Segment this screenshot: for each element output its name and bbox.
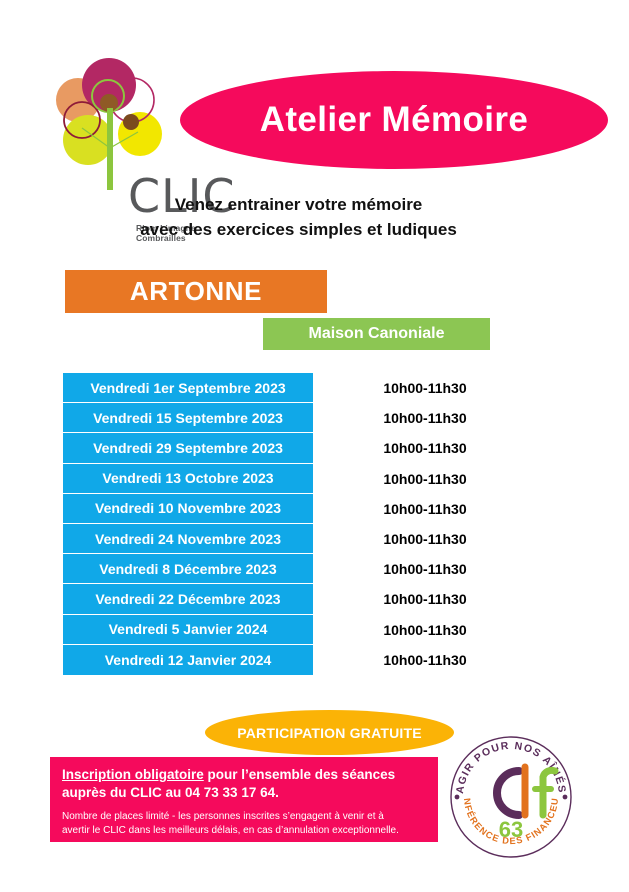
session-time: 10h00-11h30 xyxy=(383,410,467,427)
session-date: Vendredi 5 Janvier 2024 xyxy=(63,614,313,645)
subtitle-line-2: avec des exercices simples et ludiques xyxy=(140,220,457,239)
session-row: Vendredi 8 Décembre 2023 10h00-11h30 xyxy=(63,554,515,585)
clic-wordmark: CLIC xyxy=(128,169,236,223)
session-time: 10h00-11h30 xyxy=(383,531,467,548)
session-time: 10h00-11h30 xyxy=(383,500,467,517)
session-date: Vendredi 29 Septembre 2023 xyxy=(63,433,313,464)
subtitle: Venez entrainer votre mémoire avec des e… xyxy=(0,192,597,242)
registration-phone-line: auprès du CLIC au 04 73 33 17 64. xyxy=(62,785,279,800)
session-date: Vendredi 22 Décembre 2023 xyxy=(63,584,313,615)
subtitle-line-1: Venez entrainer votre mémoire xyxy=(174,195,423,214)
free-participation-badge: PARTICIPATION GRATUITE xyxy=(205,710,454,755)
session-date: Vendredi 1er Septembre 2023 xyxy=(63,373,313,404)
registration-note: Nombre de places limité - les personnes … xyxy=(62,810,426,838)
session-date: Vendredi 12 Janvier 2024 xyxy=(63,644,313,675)
session-date: Vendredi 15 Septembre 2023 xyxy=(63,403,313,434)
session-row: Vendredi 22 Décembre 2023 10h00-11h30 xyxy=(63,584,515,615)
session-time: 10h00-11h30 xyxy=(383,440,467,457)
session-time: 10h00-11h30 xyxy=(383,621,467,638)
session-date: Vendredi 13 Octobre 2023 xyxy=(63,463,313,494)
cdf-letter-c xyxy=(493,767,523,819)
flower-logo-icon xyxy=(56,58,162,190)
session-date: Vendredi 10 Novembre 2023 xyxy=(63,493,313,524)
session-time: 10h00-11h30 xyxy=(383,380,467,397)
free-participation-label: PARTICIPATION GRATUITE xyxy=(237,724,422,741)
registration-info-box: Inscription obligatoire pour l’ensemble … xyxy=(50,757,438,842)
clic-tagline: Riom Limagne Combrailles xyxy=(136,223,196,243)
session-row: Vendredi 1er Septembre 2023 10h00-11h30 xyxy=(63,373,515,404)
session-row: Vendredi 15 Septembre 2023 10h00-11h30 xyxy=(63,403,515,434)
city-banner: ARTONNE xyxy=(65,270,327,313)
registration-main-rest: pour l’ensemble des séances xyxy=(203,767,396,782)
session-row: Vendredi 5 Janvier 2024 10h00-11h30 xyxy=(63,614,515,645)
session-date: Vendredi 24 Novembre 2023 xyxy=(63,523,313,555)
session-row: Vendredi 10 Novembre 2023 10h00-11h30 xyxy=(63,493,515,524)
registration-emphasis: Inscription obligatoire xyxy=(62,767,204,782)
title-banner: Atelier Mémoire xyxy=(180,71,608,169)
registration-main-text: Inscription obligatoire pour l’ensemble … xyxy=(62,766,426,802)
session-date: Vendredi 8 Décembre 2023 xyxy=(63,554,313,585)
cdf-department-number: 63 xyxy=(499,817,523,842)
registration-note-line-2: avertir le CLIC dans les meilleurs délai… xyxy=(62,825,399,836)
session-time: 10h00-11h30 xyxy=(383,561,467,578)
session-row: Vendredi 12 Janvier 2024 10h00-11h30 xyxy=(63,644,515,675)
session-row: Vendredi 24 Novembre 2023 10h00-11h30 xyxy=(63,523,515,555)
clic-logo: CLIC Riom Limagne Combrailles xyxy=(52,52,242,243)
session-time: 10h00-11h30 xyxy=(383,591,467,608)
cdf-funder-logo-icon: AGIR POUR NOS AÎNÉS CONFÉRENCE DES FINAN… xyxy=(447,733,572,858)
cdf-letter-f xyxy=(539,766,559,819)
session-row: Vendredi 29 Septembre 2023 10h00-11h30 xyxy=(63,433,515,464)
registration-note-line-1: Nombre de places limité - les personnes … xyxy=(62,811,384,822)
venue-banner: Maison Canoniale xyxy=(263,318,490,350)
session-list: Vendredi 1er Septembre 2023 10h00-11h30 Ve… xyxy=(63,373,515,675)
venue-name: Maison Canoniale xyxy=(308,325,445,342)
page-title: Atelier Mémoire xyxy=(259,100,529,139)
session-time: 10h00-11h30 xyxy=(383,470,467,487)
session-time: 10h00-11h30 xyxy=(383,651,467,668)
session-row: Vendredi 13 Octobre 2023 10h00-11h30 xyxy=(63,463,515,494)
city-name: ARTONNE xyxy=(129,276,263,306)
